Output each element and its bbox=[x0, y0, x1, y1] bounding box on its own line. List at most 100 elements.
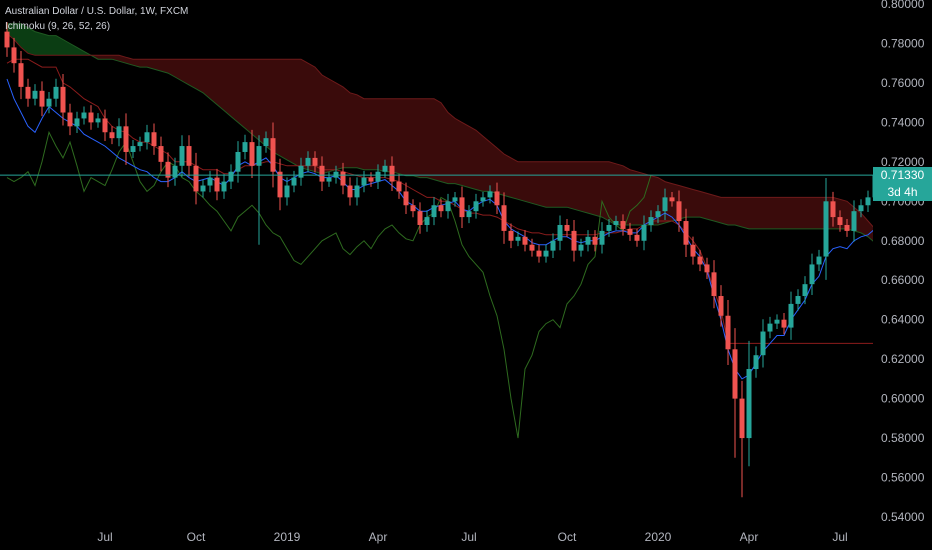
candle-down bbox=[165, 161, 171, 178]
candle-up bbox=[53, 86, 59, 99]
candle-up bbox=[144, 132, 150, 143]
cloud-segment bbox=[238, 59, 245, 129]
time-axis[interactable] bbox=[0, 520, 873, 550]
cloud-segment bbox=[245, 59, 252, 135]
candle-down bbox=[347, 185, 353, 198]
candle-up bbox=[284, 185, 290, 198]
candle-up bbox=[816, 256, 822, 265]
candle-down bbox=[837, 217, 843, 225]
cloud-segment bbox=[791, 197, 798, 229]
candle-down bbox=[312, 157, 318, 166]
cloud-segment bbox=[448, 112, 455, 184]
candle-up bbox=[641, 224, 647, 241]
cloud-segment bbox=[252, 59, 259, 141]
cloud-segment bbox=[231, 59, 238, 123]
cloud-segment bbox=[756, 197, 763, 229]
cloud-segment bbox=[805, 197, 812, 229]
price-tick-label: 0.60000 bbox=[881, 392, 925, 406]
candle-down bbox=[592, 236, 598, 245]
cloud-segment bbox=[490, 142, 497, 194]
candle-down bbox=[193, 165, 199, 192]
cloud-segment bbox=[476, 130, 483, 192]
price-tick-label: 0.74000 bbox=[881, 115, 925, 129]
candle-down bbox=[319, 165, 325, 182]
cloud-segment bbox=[735, 197, 742, 227]
candle-down bbox=[718, 296, 724, 316]
candle-up bbox=[823, 201, 829, 257]
candle-up bbox=[361, 177, 367, 186]
cloud-segment bbox=[420, 98, 427, 178]
candle-up bbox=[431, 205, 437, 218]
candle-up bbox=[130, 146, 136, 152]
time-tick-label: Jul bbox=[832, 530, 847, 544]
cloud-segment bbox=[665, 181, 672, 224]
cloud-segment bbox=[511, 157, 518, 200]
lagging-span bbox=[6, 130, 652, 439]
indicator-title[interactable]: Ichimoku (9, 26, 52, 26) bbox=[5, 21, 111, 32]
cloud-segment bbox=[588, 161, 595, 216]
cloud-segment bbox=[455, 118, 462, 186]
candle-up bbox=[753, 355, 759, 370]
cloud-segment bbox=[623, 165, 630, 225]
candle-down bbox=[620, 221, 626, 229]
candle-up bbox=[543, 250, 549, 257]
candle-up bbox=[375, 171, 381, 182]
candle-down bbox=[340, 171, 346, 186]
cloud-segment bbox=[266, 59, 273, 152]
symbol-title[interactable]: Australian Dollar / U.S. Dollar, 1W, FXC… bbox=[5, 6, 189, 17]
candle-down bbox=[459, 197, 465, 218]
candle-down bbox=[410, 205, 416, 212]
cloud-segment bbox=[742, 197, 749, 229]
candle-up bbox=[291, 177, 297, 186]
candle-up bbox=[452, 197, 458, 202]
candle-down bbox=[67, 112, 73, 127]
bar-countdown-badge: 3d 4h bbox=[873, 184, 932, 202]
candle-down bbox=[102, 118, 108, 133]
cloud-segment bbox=[392, 98, 399, 174]
price-tick-label: 0.76000 bbox=[881, 76, 925, 90]
cloud-segment bbox=[777, 197, 784, 229]
cloud-segment bbox=[532, 161, 539, 206]
candle-up bbox=[221, 181, 227, 192]
price-tick-label: 0.66000 bbox=[881, 273, 925, 287]
cloud-segment bbox=[301, 59, 308, 170]
candle-up bbox=[46, 98, 52, 107]
cloud-segment bbox=[553, 161, 560, 208]
candle-up bbox=[599, 230, 605, 245]
candle-up bbox=[382, 165, 388, 172]
cloud-segment bbox=[105, 55, 112, 60]
candle-up bbox=[298, 165, 304, 178]
cloud-segment bbox=[336, 82, 343, 170]
cloud-segment bbox=[189, 59, 196, 89]
candle-up bbox=[473, 201, 479, 212]
cloud-segment bbox=[224, 59, 231, 117]
candle-up bbox=[760, 331, 766, 356]
candle-down bbox=[88, 112, 94, 123]
cloud-segment bbox=[371, 98, 378, 170]
cloud-segment bbox=[581, 161, 588, 214]
candle-up bbox=[809, 264, 815, 285]
candle-down bbox=[690, 244, 696, 257]
chart-legend: Australian Dollar / U.S. Dollar, 1W, FXC… bbox=[5, 4, 188, 34]
candle-up bbox=[263, 138, 269, 147]
cloud-segment bbox=[525, 161, 532, 204]
leading-span-b bbox=[6, 33, 890, 246]
price-axis[interactable] bbox=[873, 0, 932, 520]
candle-down bbox=[214, 177, 220, 192]
cloud-segment bbox=[49, 35, 56, 56]
cloud-segment bbox=[434, 98, 441, 182]
cloud-segment bbox=[28, 27, 35, 56]
candles bbox=[4, 22, 878, 498]
candle-down bbox=[830, 201, 836, 218]
candle-up bbox=[424, 217, 430, 225]
cloud-segment bbox=[175, 59, 182, 81]
cloud-segment bbox=[707, 193, 714, 222]
time-axis-labels: Jul Oct 2019 Apr Jul Oct 2020 Apr Jul bbox=[97, 530, 847, 544]
price-tick-label: 0.58000 bbox=[881, 431, 925, 445]
cloud-segment bbox=[728, 197, 735, 225]
candle-up bbox=[74, 118, 80, 127]
candle-down bbox=[676, 201, 682, 222]
cloud-segment bbox=[399, 98, 406, 176]
candle-down bbox=[634, 234, 640, 241]
